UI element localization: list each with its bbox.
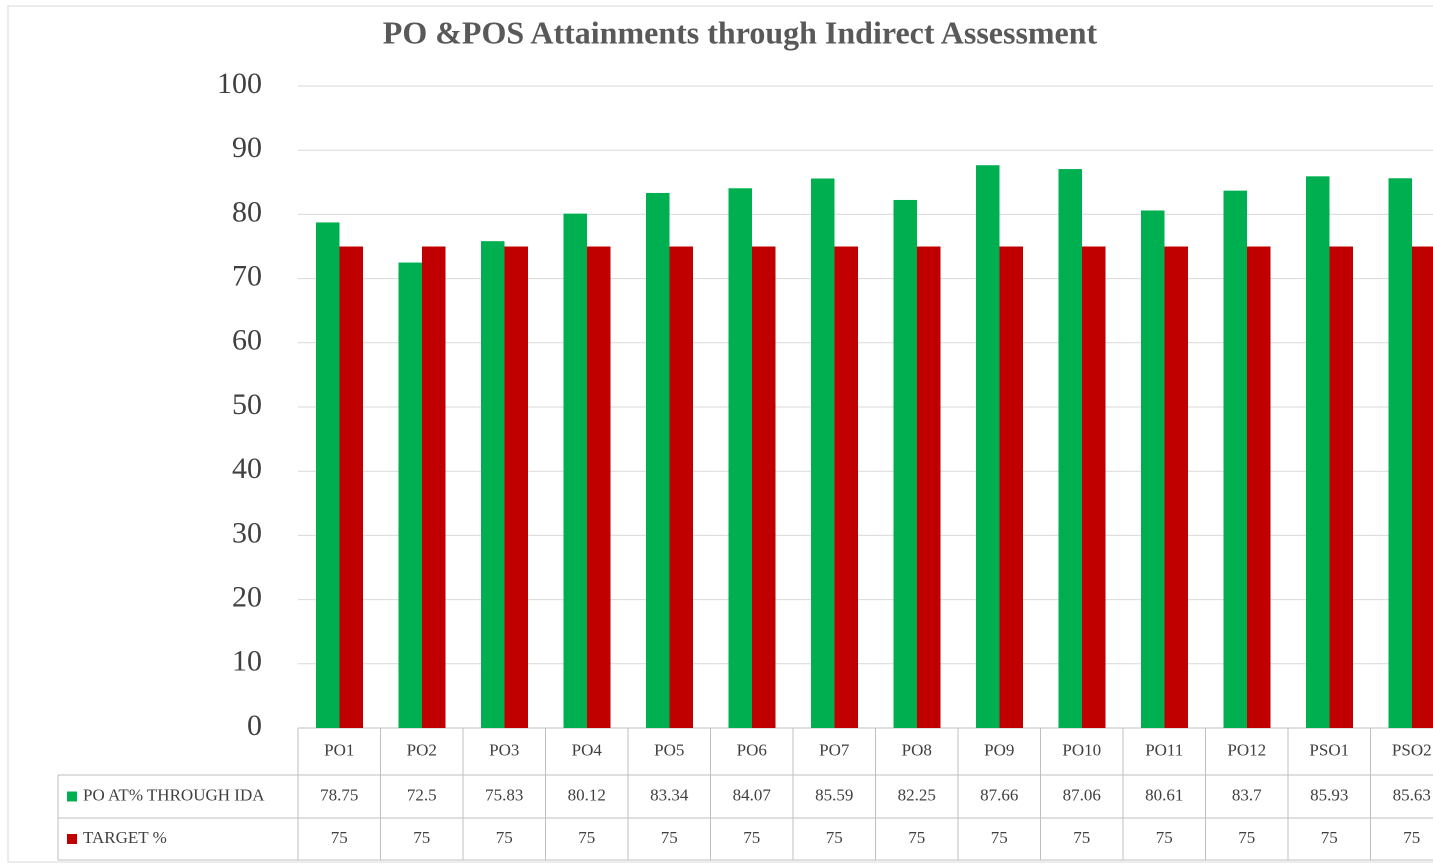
legend-label: PO AT% THROUGH IDA [83, 785, 265, 804]
x-tick-label: PO9 [984, 740, 1014, 759]
x-tick-label: PO1 [324, 740, 354, 759]
table-value: 75 [578, 828, 595, 847]
x-tick-label: PO7 [819, 740, 850, 759]
table-value: 87.06 [1063, 785, 1101, 804]
table-value: 75 [826, 828, 843, 847]
bar [811, 178, 835, 728]
bar [728, 188, 752, 728]
table-value: 72.5 [407, 785, 437, 804]
bar [1223, 190, 1247, 728]
table-value: 87.66 [980, 785, 1018, 804]
x-tick-label: PO5 [654, 740, 684, 759]
bar [1164, 246, 1188, 728]
x-tick-label: PSO2 [1392, 740, 1432, 759]
x-tick-label: PO6 [737, 740, 767, 759]
y-tick-label: 10 [232, 645, 262, 678]
table-value: 85.63 [1393, 785, 1431, 804]
y-tick-label: 70 [232, 259, 262, 292]
bar [481, 241, 505, 729]
y-tick-label: 0 [247, 709, 262, 742]
y-tick-label: 40 [232, 452, 262, 485]
table-value: 75 [908, 828, 925, 847]
legend-swatch [67, 791, 77, 802]
x-tick-label: PO12 [1227, 740, 1266, 759]
bar [398, 262, 422, 728]
table-value: 85.59 [815, 785, 853, 804]
x-tick-label: PO10 [1062, 740, 1101, 759]
table-value: 83.34 [650, 785, 689, 804]
y-tick-label: 60 [232, 324, 262, 357]
y-tick-label: 50 [232, 388, 262, 421]
bar [834, 246, 858, 728]
table-value: 75.83 [485, 785, 523, 804]
bar [669, 246, 693, 728]
table-value: 80.12 [568, 785, 606, 804]
table-value: 75 [1238, 828, 1255, 847]
table-value: 75 [743, 828, 760, 847]
bar [1329, 246, 1353, 728]
x-tick-label: PO4 [572, 740, 603, 759]
bar [316, 222, 340, 729]
table-value: 85.93 [1310, 785, 1348, 804]
chart-border [7, 5, 1433, 863]
x-tick-label: PO8 [902, 740, 932, 759]
x-tick-label: PO2 [407, 740, 437, 759]
x-tick-label: PSO1 [1309, 740, 1349, 759]
bar [1412, 246, 1433, 728]
bar [1141, 210, 1165, 729]
table-value: 75 [413, 828, 430, 847]
x-tick-label: PO3 [489, 740, 519, 759]
table-value: 75 [1403, 828, 1420, 847]
bar [504, 246, 528, 728]
bar [587, 246, 611, 728]
bar [1247, 246, 1271, 728]
table-value: 75 [991, 828, 1008, 847]
bar [1306, 176, 1330, 728]
y-tick-label: 80 [232, 195, 262, 228]
y-tick-label: 30 [232, 516, 262, 549]
bar [563, 213, 587, 729]
bar [976, 165, 1000, 729]
table-value: 82.25 [898, 785, 936, 804]
table-value: 78.75 [320, 785, 358, 804]
chart-title: PO &POS Attainments through Indirect Ass… [383, 14, 1098, 50]
bar [999, 246, 1023, 728]
table-value: 75 [331, 828, 348, 847]
y-tick-label: 100 [217, 67, 262, 100]
bar [646, 192, 670, 728]
bar [1082, 246, 1106, 728]
bar [422, 246, 446, 728]
legend-swatch [67, 834, 77, 844]
table-value: 75 [1073, 828, 1090, 847]
table-value: 75 [1156, 828, 1173, 847]
y-tick-label: 90 [232, 131, 262, 164]
x-tick-label: PO11 [1145, 740, 1183, 759]
bar [752, 246, 776, 728]
bar [1058, 169, 1082, 728]
bar [1388, 178, 1412, 729]
table-value: 83.7 [1232, 785, 1262, 804]
table-value: 75 [1321, 828, 1338, 847]
table-value: 80.61 [1145, 785, 1183, 804]
legend-label: TARGET % [83, 828, 167, 847]
table-value: 75 [496, 828, 513, 847]
bar [917, 246, 941, 728]
table-value: 84.07 [733, 785, 772, 804]
bar [893, 199, 917, 728]
y-tick-label: 20 [232, 580, 262, 613]
table-value: 75 [661, 828, 678, 847]
bar [339, 246, 363, 728]
